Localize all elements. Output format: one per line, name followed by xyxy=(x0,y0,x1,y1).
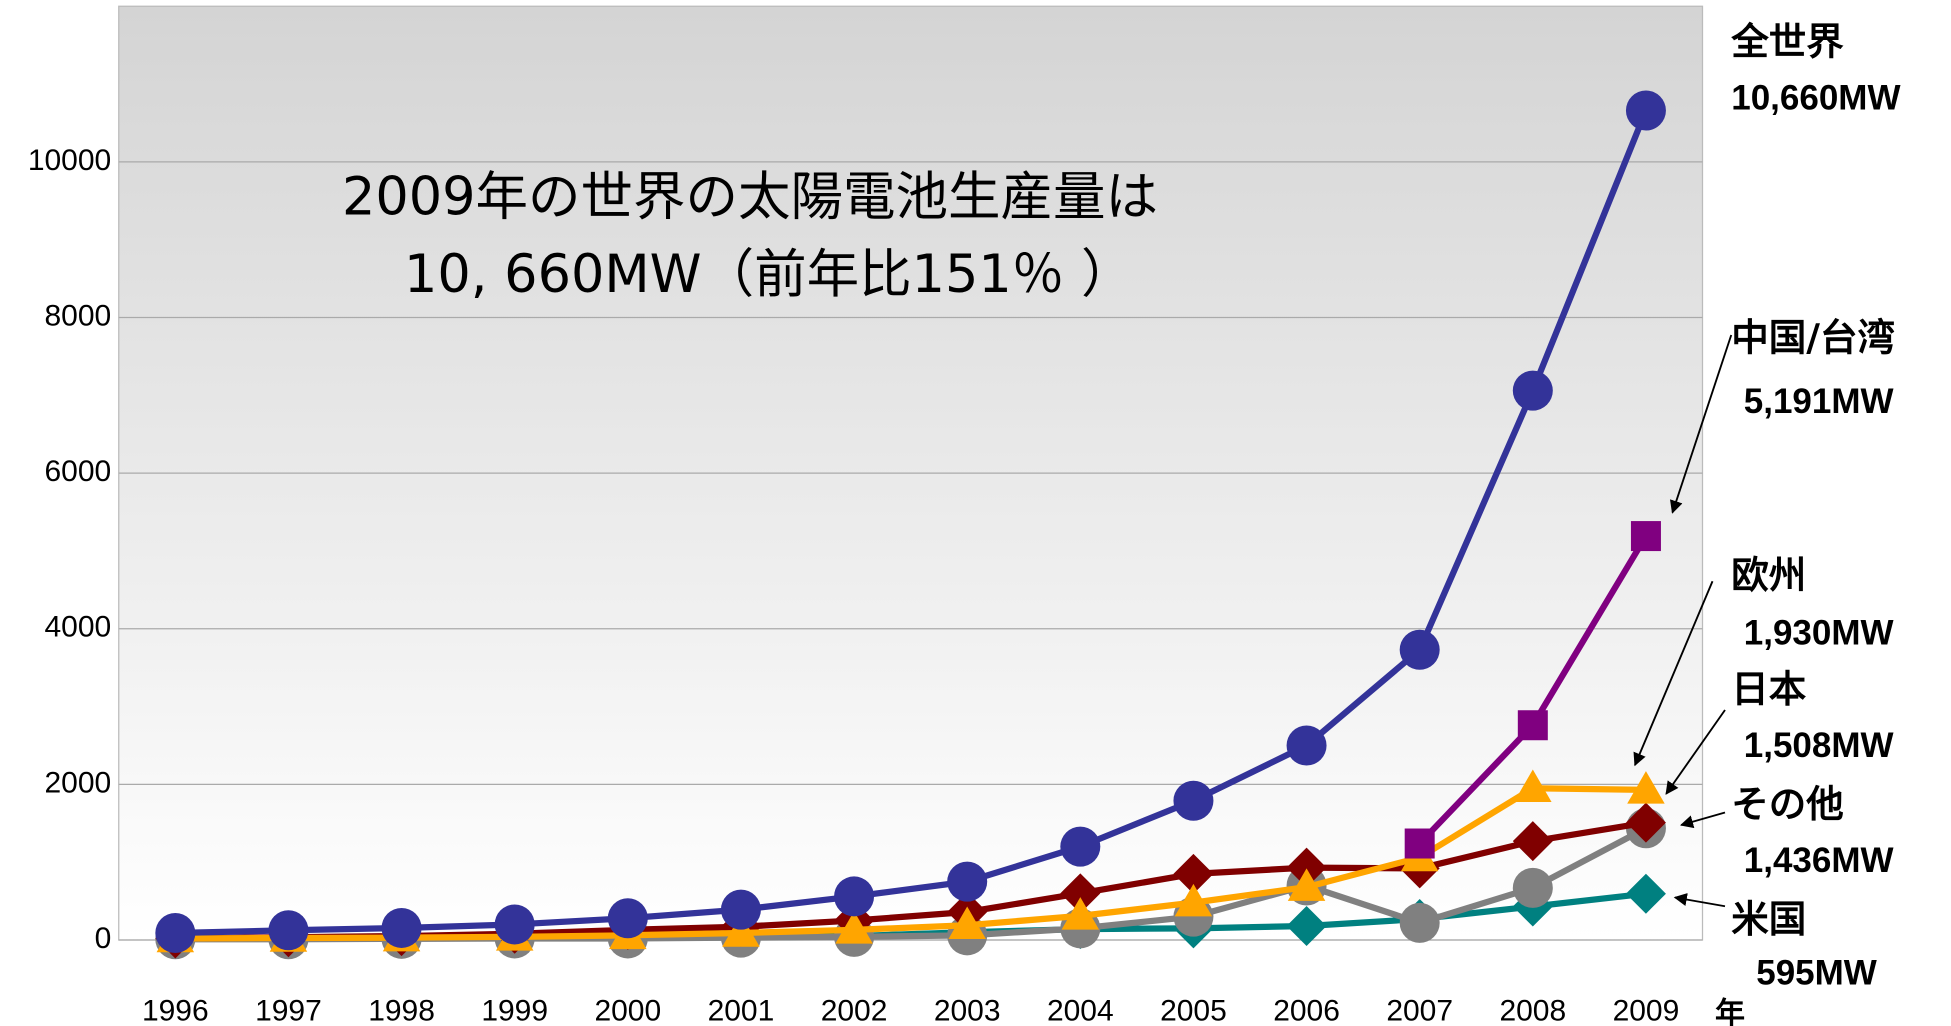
chart-title: 10, 660MW（前年比151％ ） xyxy=(404,244,1134,305)
y-tick-label: 6000 xyxy=(45,455,112,488)
value-label: 1,508MW xyxy=(1744,726,1894,765)
point xyxy=(1517,710,1548,741)
point xyxy=(494,904,535,945)
point xyxy=(1286,905,1327,946)
x-tick-label: 2003 xyxy=(934,994,1001,1026)
x-tick-label: 1998 xyxy=(368,994,435,1026)
x-tick-label: 1997 xyxy=(255,994,322,1026)
point xyxy=(1286,847,1327,888)
point xyxy=(1287,868,1326,901)
point xyxy=(381,907,422,948)
point xyxy=(1630,521,1661,552)
point xyxy=(1514,769,1552,803)
point xyxy=(1404,828,1435,859)
point xyxy=(1399,629,1440,670)
point xyxy=(722,914,760,947)
x-tick-label: 2000 xyxy=(594,994,661,1026)
point xyxy=(1512,370,1553,411)
x-tick-label: 2004 xyxy=(1047,994,1114,1026)
point xyxy=(268,910,309,951)
legend-label: 米国 xyxy=(1731,897,1806,941)
point xyxy=(835,911,873,944)
value-label: 595MW xyxy=(1756,953,1877,992)
legend-label: 日本 xyxy=(1731,667,1806,711)
point xyxy=(1061,897,1100,930)
point xyxy=(948,906,986,939)
x-tick-label: 2008 xyxy=(1499,994,1566,1026)
x-tick-label: 2006 xyxy=(1273,994,1340,1026)
x-tick-label: 2002 xyxy=(821,994,888,1026)
x-axis-unit: 年 xyxy=(1715,997,1745,1026)
x-tick-label: 2009 xyxy=(1613,994,1680,1026)
legend-label: その他 xyxy=(1731,782,1844,826)
point xyxy=(1625,873,1666,914)
x-tick-label: 2007 xyxy=(1386,994,1453,1026)
annotation-arrow xyxy=(1679,811,1726,829)
x-tick-label: 1996 xyxy=(142,994,209,1026)
point xyxy=(720,889,761,930)
series-line xyxy=(175,785,1646,942)
legend-label: 全世界 xyxy=(1730,19,1844,63)
annotation-arrow xyxy=(1673,893,1726,908)
point xyxy=(1060,873,1101,914)
x-tick-label: 2005 xyxy=(1160,994,1227,1026)
point xyxy=(1060,826,1101,867)
legend-label: 欧州 xyxy=(1731,553,1806,597)
point xyxy=(1174,883,1213,917)
annotation-arrow xyxy=(1665,709,1726,795)
point xyxy=(834,876,875,917)
x-tick-label: 2001 xyxy=(708,994,775,1026)
value-label: 1,436MW xyxy=(1744,841,1894,880)
point xyxy=(1512,821,1553,862)
point xyxy=(1173,853,1214,894)
point xyxy=(1625,802,1666,843)
annotation-arrow xyxy=(1669,334,1733,514)
point xyxy=(947,861,988,902)
point xyxy=(155,912,196,953)
y-tick-label: 2000 xyxy=(45,766,112,799)
y-tick-label: 10000 xyxy=(28,144,111,177)
point xyxy=(607,898,648,939)
y-tick-label: 4000 xyxy=(45,611,112,644)
value-label: 1,930MW xyxy=(1744,613,1894,652)
value-label: 10,660MW xyxy=(1731,78,1900,117)
point xyxy=(1399,902,1440,943)
point xyxy=(1286,725,1327,766)
point xyxy=(1173,780,1214,821)
x-tick-label: 1999 xyxy=(481,994,548,1026)
point xyxy=(1625,90,1666,131)
point xyxy=(1512,867,1553,908)
legend-label: 中国/台湾 xyxy=(1731,316,1895,360)
value-label: 5,191MW xyxy=(1744,382,1894,421)
y-tick-label: 0 xyxy=(95,922,112,955)
chart-title: 2009年の世界の太陽電池生産量は xyxy=(342,167,1158,228)
annotation-arrow xyxy=(1633,580,1714,767)
point xyxy=(1627,771,1665,804)
y-tick-label: 8000 xyxy=(45,299,112,332)
